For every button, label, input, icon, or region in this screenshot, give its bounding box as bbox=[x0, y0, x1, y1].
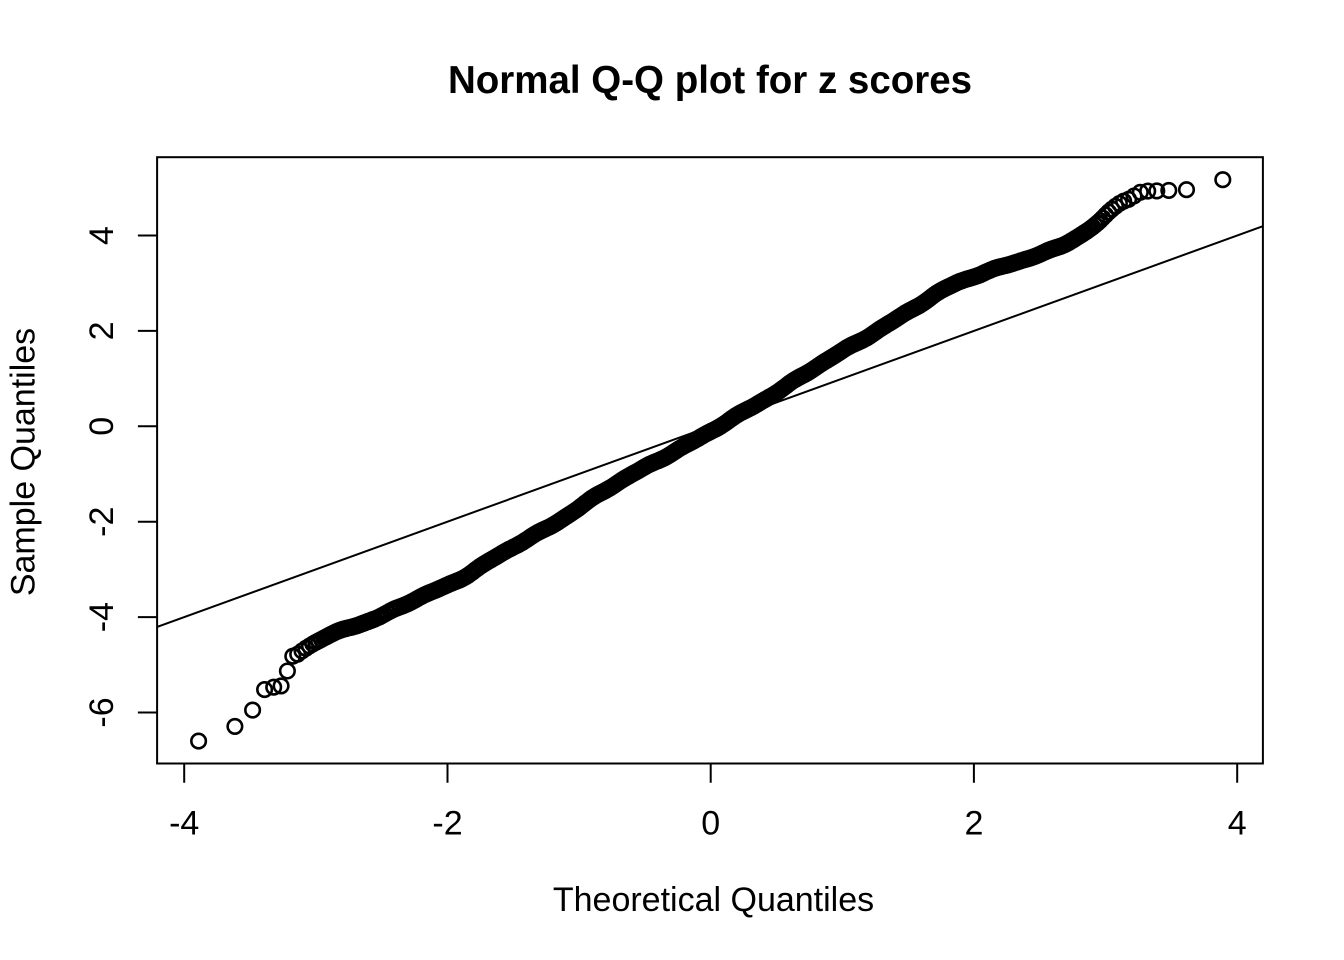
svg-text:Normal Q-Q plot for z scores: Normal Q-Q plot for z scores bbox=[448, 59, 972, 102]
svg-text:0: 0 bbox=[83, 417, 121, 436]
svg-text:-6: -6 bbox=[83, 697, 121, 727]
svg-text:Sample Quantiles: Sample Quantiles bbox=[4, 328, 42, 596]
svg-text:-2: -2 bbox=[83, 507, 121, 537]
svg-text:Theoretical Quantiles: Theoretical Quantiles bbox=[553, 881, 874, 919]
svg-text:4: 4 bbox=[83, 226, 121, 245]
svg-text:-2: -2 bbox=[432, 805, 462, 843]
svg-text:0: 0 bbox=[701, 805, 720, 843]
svg-text:2: 2 bbox=[964, 805, 983, 843]
svg-text:-4: -4 bbox=[83, 602, 121, 632]
svg-text:2: 2 bbox=[83, 321, 121, 340]
svg-text:-4: -4 bbox=[169, 805, 199, 843]
svg-text:4: 4 bbox=[1228, 805, 1247, 843]
